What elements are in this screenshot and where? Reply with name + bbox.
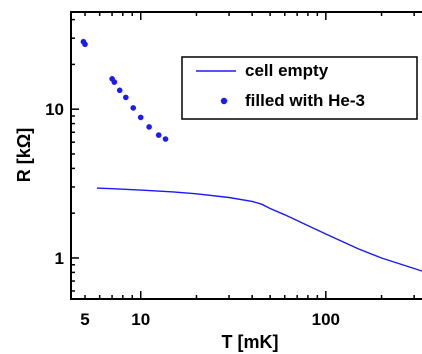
data-point-he3 bbox=[116, 87, 123, 94]
x-tick-label: 5 bbox=[80, 310, 89, 329]
data-point-he3 bbox=[123, 94, 129, 101]
data-point-he3 bbox=[137, 114, 144, 121]
series-layer bbox=[80, 38, 422, 272]
legend-label-filled-he3: filled with He-3 bbox=[245, 91, 365, 110]
series-line-cell-empty bbox=[96, 187, 422, 272]
legend-box bbox=[181, 56, 418, 120]
plot-frame bbox=[70, 11, 422, 300]
x-axis-label: T [mK] bbox=[222, 332, 279, 352]
x-tick-label: 100 bbox=[312, 310, 340, 329]
data-point-he3 bbox=[111, 79, 118, 85]
legend-label-cell-empty: cell empty bbox=[245, 61, 329, 80]
data-point-he3 bbox=[146, 124, 152, 130]
y-tick-label: 1 bbox=[55, 249, 64, 268]
data-point-he3 bbox=[162, 136, 169, 142]
legend: cell empty filled with He-3 bbox=[181, 56, 418, 120]
data-point-he3 bbox=[155, 132, 162, 138]
axis-ticks bbox=[71, 12, 415, 299]
data-point-he3 bbox=[130, 105, 136, 111]
x-tick-label: 10 bbox=[131, 310, 150, 329]
data-point-he3 bbox=[82, 41, 88, 48]
legend-marker-swatch bbox=[220, 97, 228, 105]
y-tick-label: 10 bbox=[45, 100, 64, 119]
y-axis-label: R [kΩ] bbox=[14, 128, 34, 182]
tick-labels: 5 10 100 1 10 bbox=[45, 100, 340, 329]
